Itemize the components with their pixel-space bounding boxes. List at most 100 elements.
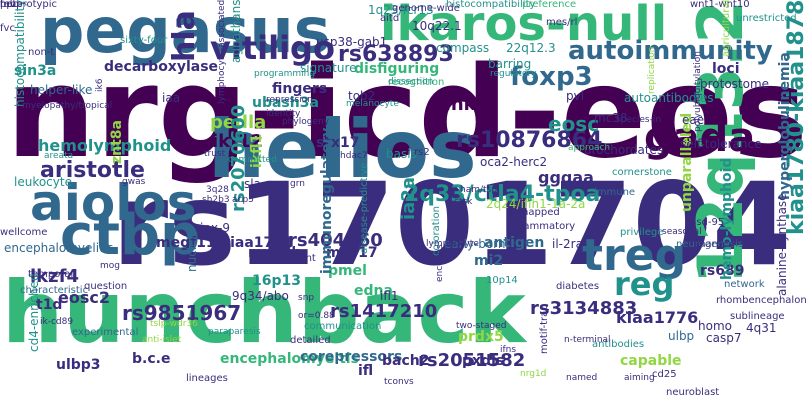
word-3q28: 3q28 [206,185,229,195]
word-loci: loci [712,61,740,77]
word-mir-17: mir-17 [326,245,378,261]
word-cd25: cd25 [652,369,677,380]
word-oca2-herc2: oca2-herc2 [480,155,548,169]
word-clnk: clnk [434,94,476,115]
word-rs638893: rs638893 [338,42,454,67]
word-encodes: encodes [435,244,445,282]
word-rs2051582: rs2051582 [418,350,526,371]
word-unmapped: unmapped [506,207,560,218]
word-histocompatibility: histocompatibility [446,0,536,10]
word-rs689: rs689 [700,263,745,279]
word-question: question [84,281,128,292]
word-2q33-ctla4-tpoa: 2q33/ctla4-tpoa [404,182,601,207]
word-non-t: non-t [28,47,55,58]
word-encephalomyelitis: encephalomyelitis [4,241,114,255]
word-vitiligo: vitiligo [210,29,335,67]
word-gggaa: gggaa [538,168,594,187]
word-neuroblast: neuroblast [666,387,720,398]
word-casp7: casp7 [706,331,742,345]
word-rs10876864: rs10876864 [456,128,603,153]
word-sh2b3: sh2b3 [202,195,230,205]
word-jpx-9: jpx-9 [200,221,231,235]
word-pxdls: pxdls [462,353,505,369]
word-nucleic: nucleic [185,229,199,272]
word-decarboxylase: decarboxylase [104,59,219,75]
word-treg: treg [582,230,687,281]
word-edna: edna [354,283,393,299]
word-signature: signature [300,61,357,75]
word-named: named [566,373,598,383]
word-mc38: mc38 [594,111,628,125]
word-9q34-abo: 9q34/abo [232,289,289,303]
word-sharpen: sharpen [694,239,735,250]
word-usp38-gab1: usp38-gab1 [316,35,388,49]
word-iaa: iaa [162,91,181,105]
word-t1d: t1d [36,297,63,313]
word-homo: homo [698,319,732,333]
word-trust: trust [204,149,226,159]
word-approach: approach [568,143,611,153]
word-ppo: ppo [0,0,19,10]
word-basis: basis [386,147,417,161]
word-characteristic: characteristic [20,285,89,296]
word-account: account [276,253,316,264]
word-gada: gada [644,115,756,161]
word-leukocyte: leukocyte [14,175,72,189]
word-bach2: bach2 [382,353,430,369]
word-ik6: ik6 [95,78,105,92]
word-corepressors: corepressors [300,349,403,365]
word-capable: capable [620,353,682,369]
word-ikaros-null: ikaros-null [380,0,668,52]
word-hyperglobulinemia: hyperglobulinemia [777,52,793,200]
word-snp: snp [298,293,315,303]
word-eosc2: eosc2 [58,288,110,307]
word-areata: areata [44,151,74,161]
word-autoimmunity: autoimmunity [568,36,773,66]
word-22q12-3: 22q12.3 [506,41,556,55]
word-sixty-four: sixty-four [120,35,168,46]
word-hunchback: hunchback [2,263,526,363]
word-barring: barring [488,57,532,71]
word-autoantibodies: autoantibodies [624,91,714,105]
word-experimental: experimental [72,327,139,338]
word-rs1701704: rs1701704 [112,158,792,291]
word-sublineage: sublineage [730,311,785,322]
word-recognition: recognition [388,77,445,88]
word-cornerstone: cornerstone [612,167,672,178]
word-ifns: ifns [500,345,517,355]
word-aristotle: aristotle [40,158,145,183]
word-antibodies: antibodies [592,339,645,350]
word-mbp: mbp [0,0,23,10]
word-temporal: temporal [28,269,74,280]
word-phylogeny: phylogeny [282,117,330,127]
word-prdx5: prdx5 [458,329,504,345]
word-sin3a: sin3a [14,63,57,79]
word-znt8a: znt8a [109,120,125,164]
word-urochordates: urochordates [584,143,664,157]
word-communication: communication [304,321,382,332]
word-acp5: acp5 [232,195,254,205]
word-preference: preference [522,0,577,10]
word-alanine-synthase: alanine-synthase [775,193,789,296]
word-unparalleled: unparalleled [679,112,695,212]
word-network: network [724,279,765,290]
word-eosc: eosc [548,112,600,136]
word-helios: helios [208,103,477,196]
word-hdac7: hdac7 [340,151,368,161]
word-early-born: early-born [444,237,506,251]
word-hla: hla [167,10,202,62]
word-il-2ra: il-2ra [552,237,583,251]
word-aiming: aiming [624,373,655,383]
word-self-tolerance: self-tolerance [680,137,762,151]
word-seasonal: seasonal [662,227,702,237]
word-eae: eae [682,113,705,127]
word-stx17: stx17 [316,135,360,151]
word-aitd: aitd [380,13,400,24]
word-tconvs: tconvs [384,377,414,387]
word-lymphocyte-associated: lymphocyte-associated [217,0,227,105]
word-rhombencephalon: rhombencephalon [716,295,807,306]
word-species-in: species-in [616,115,662,125]
word-rs9851967: rs9851967 [122,301,242,325]
word-immune: immune [594,187,636,198]
word-diabetes: diabetes [556,281,600,292]
